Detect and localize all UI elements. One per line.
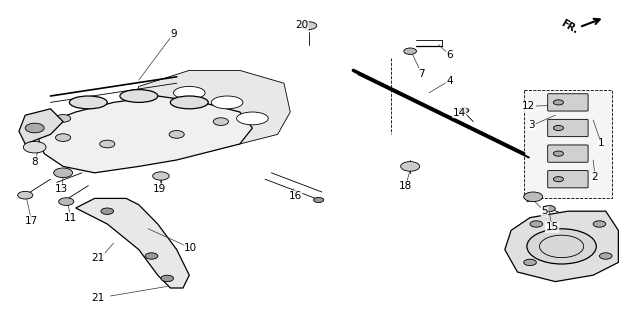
Circle shape xyxy=(59,198,74,205)
Polygon shape xyxy=(19,109,63,144)
Text: 13: 13 xyxy=(56,184,68,194)
Circle shape xyxy=(101,208,114,214)
Circle shape xyxy=(459,108,469,113)
FancyBboxPatch shape xyxy=(548,119,588,137)
Circle shape xyxy=(404,48,416,54)
Text: 14: 14 xyxy=(453,108,466,118)
Text: 20: 20 xyxy=(295,20,308,30)
Polygon shape xyxy=(126,70,290,150)
Circle shape xyxy=(145,253,158,259)
Circle shape xyxy=(56,115,71,122)
Text: 7: 7 xyxy=(418,68,425,79)
Text: 5: 5 xyxy=(541,206,548,216)
Text: 12: 12 xyxy=(522,101,535,111)
Text: 2: 2 xyxy=(592,172,598,182)
Circle shape xyxy=(543,205,555,212)
Ellipse shape xyxy=(120,90,158,102)
Circle shape xyxy=(553,177,563,182)
Circle shape xyxy=(18,191,33,199)
Ellipse shape xyxy=(69,96,107,109)
Circle shape xyxy=(161,275,174,282)
Circle shape xyxy=(524,192,543,202)
Ellipse shape xyxy=(174,86,205,99)
Circle shape xyxy=(401,162,420,171)
Text: 9: 9 xyxy=(170,28,177,39)
Circle shape xyxy=(56,134,71,141)
Ellipse shape xyxy=(237,112,268,125)
Circle shape xyxy=(553,100,563,105)
Text: 8: 8 xyxy=(32,156,38,167)
Polygon shape xyxy=(38,96,252,173)
Circle shape xyxy=(553,125,563,131)
Text: 15: 15 xyxy=(546,222,558,232)
Circle shape xyxy=(599,253,612,259)
Circle shape xyxy=(54,168,73,178)
Text: 10: 10 xyxy=(184,243,197,253)
Circle shape xyxy=(314,197,324,203)
Text: 17: 17 xyxy=(25,216,38,226)
Circle shape xyxy=(527,229,596,264)
Text: 16: 16 xyxy=(289,191,302,201)
Text: FR.: FR. xyxy=(560,18,580,36)
Circle shape xyxy=(153,172,169,180)
Ellipse shape xyxy=(211,96,243,109)
Circle shape xyxy=(530,221,543,227)
Circle shape xyxy=(524,259,536,266)
Text: 6: 6 xyxy=(447,50,453,60)
FancyBboxPatch shape xyxy=(548,171,588,188)
Circle shape xyxy=(593,221,606,227)
Polygon shape xyxy=(505,211,618,282)
FancyBboxPatch shape xyxy=(548,94,588,111)
Circle shape xyxy=(169,131,184,138)
Text: 1: 1 xyxy=(598,138,604,148)
Circle shape xyxy=(23,141,46,153)
Text: 19: 19 xyxy=(153,184,166,194)
Circle shape xyxy=(25,123,44,133)
Text: 4: 4 xyxy=(446,76,452,86)
Ellipse shape xyxy=(170,96,208,109)
Circle shape xyxy=(302,22,317,29)
Text: 18: 18 xyxy=(399,181,412,191)
Text: 21: 21 xyxy=(91,252,104,263)
Circle shape xyxy=(553,151,563,156)
Polygon shape xyxy=(524,90,612,198)
Circle shape xyxy=(213,118,228,125)
FancyBboxPatch shape xyxy=(548,145,588,162)
Text: 3: 3 xyxy=(529,120,535,131)
Text: 21: 21 xyxy=(91,292,104,303)
Polygon shape xyxy=(76,198,189,288)
Text: 11: 11 xyxy=(64,212,77,223)
Circle shape xyxy=(100,140,115,148)
